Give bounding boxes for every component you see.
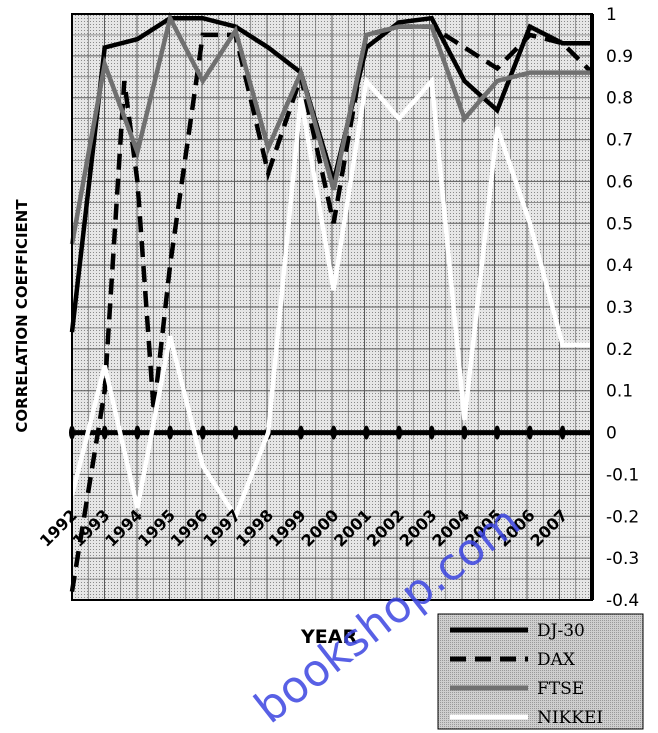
zero-line-marker	[559, 425, 566, 440]
y-tick-label: 0.3	[606, 298, 633, 318]
zero-line-marker	[167, 425, 174, 440]
zero-line-marker	[330, 425, 337, 440]
y-tick-label: 0.1	[606, 382, 633, 402]
y-tick-label: -0.4	[606, 591, 639, 611]
y-tick-label: -0.3	[606, 549, 639, 569]
y-tick-label: 1	[606, 5, 617, 25]
zero-line-marker	[101, 425, 108, 440]
x-axis-title: YEAR	[300, 626, 357, 648]
y-tick-label: 0.4	[606, 256, 633, 276]
y-tick-label: 0.9	[606, 47, 633, 67]
y-tick-label: 0	[606, 424, 617, 444]
zero-line-marker	[232, 425, 239, 440]
zero-line-marker	[526, 425, 533, 440]
y-tick-label: 0.2	[606, 340, 633, 360]
legend-label: DAX	[537, 650, 576, 670]
zero-line-marker	[363, 425, 370, 440]
y-tick-labels: 1 0.9 0.8 0.7 0.6 0.5 0.4 0.3 0.2 0.1 0 -0.1 -0.2 -0.…	[606, 5, 639, 611]
legend-label: NIKKEI	[537, 708, 603, 728]
legend-label: DJ-30	[537, 621, 585, 641]
y-tick-label: 0.6	[606, 172, 633, 192]
series-line-nikkei	[69, 75, 592, 522]
legend-label: FTSE	[537, 679, 584, 699]
zero-line-marker	[297, 425, 304, 440]
zero-line-marker	[428, 425, 435, 440]
legend: DJ-30 DAX FTSE NIKKEI	[437, 613, 644, 730]
legend-box	[437, 613, 644, 730]
zero-line-marker	[461, 425, 468, 440]
y-tick-label: 0.8	[606, 89, 633, 109]
zero-line-marker	[396, 425, 403, 440]
y-tick-label: 0.5	[606, 214, 633, 234]
y-tick-label: 0.7	[606, 131, 633, 151]
zero-line-marker	[199, 425, 206, 440]
y-tick-label: -0.2	[606, 507, 639, 527]
zero-line-marker	[494, 425, 501, 440]
y-tick-label: -0.1	[606, 465, 639, 485]
series-lines	[69, 11, 594, 592]
y-axis-title: CORRELATION COEFFICIENT	[13, 199, 31, 433]
zero-line-marker	[134, 425, 141, 440]
series-line-ftse	[69, 11, 592, 245]
